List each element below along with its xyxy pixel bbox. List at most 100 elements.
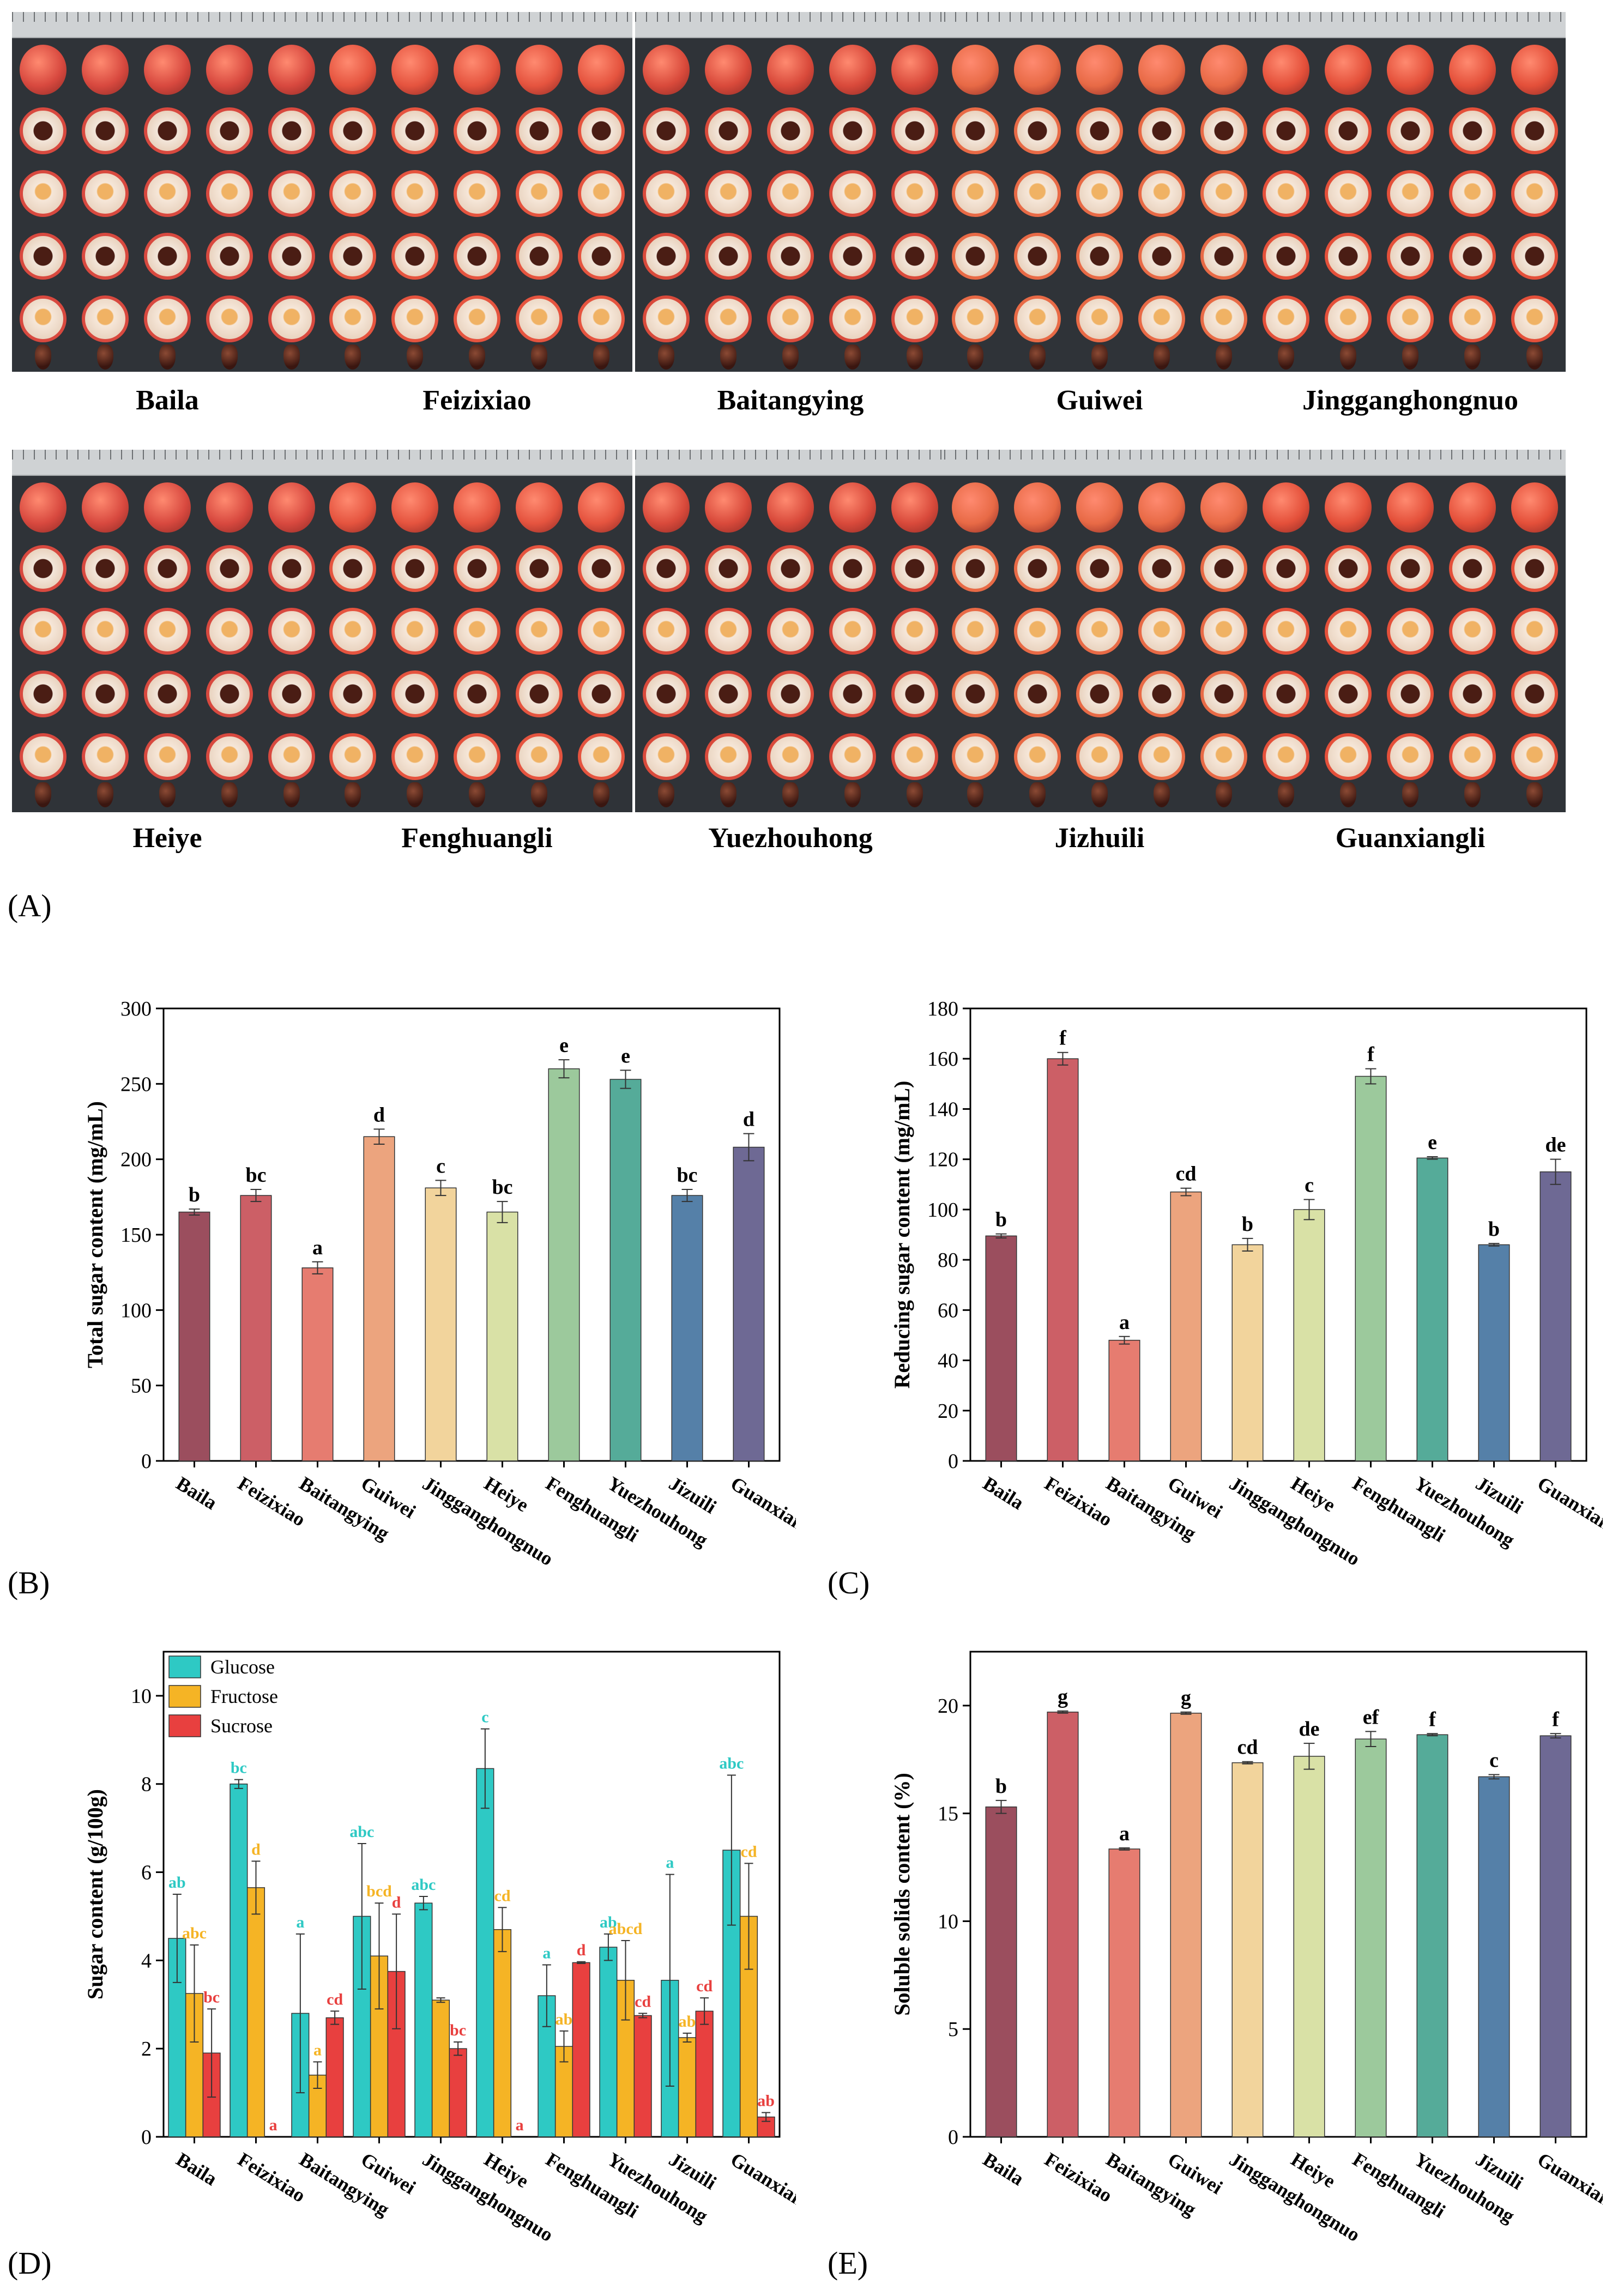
panel-label-e: (E) bbox=[828, 2245, 868, 2281]
panel-label-c: (C) bbox=[828, 1565, 870, 1600]
x-tick-label: Guanxiangli bbox=[727, 2148, 796, 2222]
halved-fruit bbox=[454, 233, 500, 280]
y-tick-label: 10 bbox=[131, 1685, 152, 1708]
halved-fruit bbox=[1511, 545, 1558, 592]
halved-fruit bbox=[1449, 170, 1496, 217]
bar bbox=[1108, 1339, 1140, 1461]
halved-fruit bbox=[767, 233, 814, 280]
halved-fruit bbox=[1263, 170, 1309, 217]
halved-fruit bbox=[20, 733, 67, 780]
seed bbox=[1216, 782, 1232, 807]
halved-fruit bbox=[454, 545, 500, 592]
significance-letter: abcd bbox=[609, 1920, 643, 1938]
halved-fruit bbox=[454, 608, 500, 655]
halved-fruit bbox=[705, 295, 752, 342]
significance-letter: a bbox=[1119, 1822, 1130, 1845]
halved-fruit bbox=[767, 608, 814, 655]
whole-fruit bbox=[705, 482, 752, 533]
halved-fruit bbox=[144, 608, 191, 655]
x-tick-label: Feizixiao bbox=[234, 2148, 309, 2207]
whole-fruit bbox=[82, 45, 129, 95]
significance-letter: a bbox=[516, 2116, 524, 2134]
whole-fruit bbox=[643, 482, 690, 533]
y-tick-label: 200 bbox=[120, 1149, 152, 1171]
significance-letter: d bbox=[251, 1840, 261, 1858]
y-tick-label: 5 bbox=[948, 2018, 958, 2041]
halved-fruit bbox=[829, 545, 876, 592]
halved-fruit bbox=[891, 295, 938, 342]
x-tick-label: Feizixiao bbox=[234, 1472, 309, 1531]
halved-fruit bbox=[1200, 608, 1247, 655]
halved-fruit bbox=[1387, 107, 1434, 154]
halved-fruit bbox=[20, 170, 67, 217]
halved-fruit bbox=[829, 733, 876, 780]
seed bbox=[283, 782, 300, 807]
halved-fruit bbox=[82, 233, 129, 280]
halved-fruit bbox=[329, 170, 376, 217]
bar-glucose bbox=[230, 1783, 248, 2137]
significance-letter: e bbox=[559, 1034, 569, 1057]
seed bbox=[658, 345, 674, 370]
seed bbox=[1091, 782, 1108, 807]
seed bbox=[221, 782, 238, 807]
halved-fruit bbox=[454, 295, 500, 342]
halved-fruit bbox=[952, 233, 999, 280]
legend-label: Fructose bbox=[210, 1685, 278, 1707]
bar-fructose bbox=[246, 1887, 265, 2137]
bar bbox=[1293, 1756, 1325, 2137]
significance-letter: d bbox=[392, 1893, 401, 1911]
ruler bbox=[12, 450, 323, 476]
halved-fruit bbox=[206, 733, 253, 780]
significance-letter: c bbox=[436, 1155, 445, 1177]
legend-swatch bbox=[168, 1655, 201, 1678]
x-tick-label: Baila bbox=[172, 2148, 221, 2190]
significance-letter: a bbox=[666, 1854, 674, 1872]
halved-fruit bbox=[1076, 733, 1123, 780]
halved-fruit bbox=[206, 107, 253, 154]
halved-fruit bbox=[1138, 170, 1185, 217]
halved-fruit bbox=[643, 608, 690, 655]
halved-fruit bbox=[952, 608, 999, 655]
halved-fruit bbox=[516, 670, 563, 717]
y-tick-label: 60 bbox=[938, 1299, 958, 1322]
variety-photo bbox=[12, 450, 323, 812]
halved-fruit bbox=[1387, 608, 1434, 655]
bar bbox=[985, 1806, 1017, 2137]
whole-fruit bbox=[329, 45, 376, 95]
significance-letter: cd bbox=[1176, 1163, 1197, 1186]
halved-fruit bbox=[268, 733, 315, 780]
halved-fruit bbox=[1014, 233, 1061, 280]
whole-fruit bbox=[829, 45, 876, 95]
halved-fruit bbox=[1449, 107, 1496, 154]
seed bbox=[469, 782, 485, 807]
whole-fruit bbox=[1387, 482, 1434, 533]
halved-fruit bbox=[1200, 107, 1247, 154]
halved-fruit bbox=[643, 170, 690, 217]
significance-letter: abc bbox=[349, 1823, 374, 1841]
significance-letter: ab bbox=[556, 2010, 573, 2028]
halved-fruit bbox=[268, 545, 315, 592]
y-tick-label: 300 bbox=[120, 998, 152, 1020]
bar-sucrose bbox=[633, 2015, 652, 2137]
bar-fructose bbox=[493, 1929, 512, 2137]
variety-label: Heiye bbox=[132, 823, 202, 854]
halved-fruit bbox=[20, 608, 67, 655]
bar bbox=[985, 1235, 1017, 1461]
seed bbox=[35, 345, 51, 370]
whole-fruit bbox=[1138, 45, 1185, 95]
seed bbox=[159, 345, 176, 370]
halved-fruit bbox=[20, 295, 67, 342]
halved-fruit bbox=[829, 107, 876, 154]
bar bbox=[609, 1079, 642, 1461]
halved-fruit bbox=[1449, 670, 1496, 717]
halved-fruit bbox=[206, 295, 253, 342]
halved-fruit bbox=[1200, 233, 1247, 280]
bar bbox=[1170, 1712, 1202, 2137]
bar bbox=[1231, 1762, 1264, 2137]
halved-fruit bbox=[206, 233, 253, 280]
variety-photo bbox=[12, 12, 323, 372]
significance-letter: c bbox=[1489, 1749, 1499, 1772]
seed bbox=[97, 782, 113, 807]
significance-letter: b bbox=[995, 1209, 1007, 1231]
halved-fruit bbox=[1387, 295, 1434, 342]
